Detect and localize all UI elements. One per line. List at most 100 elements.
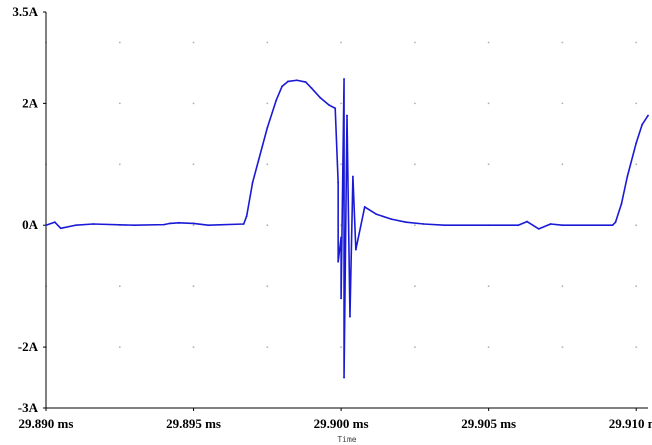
grid-dot	[414, 41, 416, 44]
grid-dot	[414, 285, 416, 288]
y-tick-label: -3A	[18, 400, 39, 415]
grid-dot	[561, 102, 564, 105]
grid-dot	[266, 102, 269, 105]
axes	[45, 12, 648, 409]
data-point	[245, 215, 248, 217]
grid-dot	[561, 163, 564, 166]
data-point	[537, 227, 540, 230]
grid-dot	[192, 163, 195, 166]
data-point	[390, 218, 393, 221]
grid-dot	[635, 346, 638, 348]
series-layer	[45, 78, 649, 379]
data-point	[319, 97, 322, 99]
series-line-current	[45, 78, 649, 379]
data-point	[405, 221, 407, 224]
grid-dot	[192, 224, 195, 227]
data-point	[45, 224, 47, 227]
grid-dot	[118, 163, 121, 166]
data-point	[349, 315, 351, 318]
y-tick-label: -2A	[18, 339, 39, 354]
x-tick-label: 29.895 ms	[166, 416, 221, 431]
data-point	[207, 224, 210, 227]
grid-dot	[266, 285, 269, 288]
data-point	[561, 224, 564, 227]
data-point	[340, 236, 342, 239]
data-point	[133, 224, 136, 227]
data-point	[337, 181, 340, 184]
grid-dot	[414, 163, 416, 166]
y-tick-labels: 3.5A 2A 0A -2A -3A	[12, 4, 46, 415]
data-point	[192, 222, 195, 225]
grid-dot	[487, 163, 490, 166]
grid-dot	[635, 102, 638, 105]
grid-dot	[340, 102, 342, 105]
data-point	[346, 114, 348, 117]
x-tick-label: 29.910 ms	[609, 416, 652, 431]
grid-dot	[118, 41, 121, 44]
data-point	[352, 175, 354, 178]
data-point	[169, 222, 171, 225]
grid-dot	[487, 41, 490, 44]
grid-dot	[192, 102, 195, 105]
data-point	[251, 181, 254, 184]
data-point	[304, 81, 307, 83]
grid-dot	[118, 285, 121, 288]
grid-dot	[561, 346, 564, 348]
x-tick-label: 29.905 ms	[461, 416, 516, 431]
grid-dot	[635, 224, 638, 227]
data-point	[443, 224, 446, 227]
x-axis-title: Time	[337, 435, 356, 444]
data-point	[266, 126, 269, 129]
x-tick-label: 29.900 ms	[314, 416, 369, 431]
data-point	[242, 223, 245, 225]
data-point	[363, 206, 366, 208]
grid-dot	[118, 346, 121, 348]
data-point	[354, 248, 357, 251]
grid-dot	[414, 102, 416, 105]
data-point	[163, 223, 165, 226]
grid-dot	[635, 285, 638, 288]
data-point	[287, 80, 289, 83]
grid-dot	[414, 224, 416, 227]
grid-dot	[487, 102, 490, 105]
data-point	[526, 220, 528, 223]
x-tick-label: 29.890 ms	[19, 416, 74, 431]
grid-dot	[635, 163, 638, 166]
data-point	[59, 227, 62, 230]
data-point	[74, 224, 77, 227]
data-point	[53, 221, 56, 224]
grid-dot	[192, 285, 195, 288]
data-point	[343, 376, 345, 379]
grid-dot	[487, 346, 490, 348]
grid-dot	[487, 285, 490, 288]
grid-dot	[192, 41, 195, 44]
data-point	[614, 221, 617, 224]
data-point	[517, 224, 520, 227]
grid-dot	[561, 41, 564, 44]
data-point	[337, 260, 340, 263]
data-point	[375, 213, 378, 216]
grid-dot	[266, 163, 269, 166]
data-point	[343, 78, 345, 80]
grid-dot	[414, 346, 416, 348]
data-point	[620, 203, 623, 205]
data-point	[641, 123, 643, 126]
y-tick-label: 3.5A	[12, 4, 38, 19]
data-point	[626, 175, 629, 178]
y-tick-label: 0A	[22, 217, 39, 232]
grid-dot	[266, 346, 269, 348]
data-point	[281, 85, 283, 88]
data-point	[275, 99, 278, 102]
grid-dot	[266, 41, 269, 44]
grid-dot	[118, 102, 121, 105]
grid-dot	[192, 346, 195, 348]
grid-dot	[340, 163, 342, 166]
x-tick-labels: 29.890 ms 29.895 ms 29.900 ms 29.905 ms 29.9…	[19, 408, 652, 431]
data-point	[340, 297, 342, 300]
data-point	[422, 223, 425, 225]
grid-dot	[266, 224, 269, 227]
grid-dot	[340, 41, 342, 44]
data-point	[295, 79, 298, 82]
grid-dot	[561, 285, 564, 288]
